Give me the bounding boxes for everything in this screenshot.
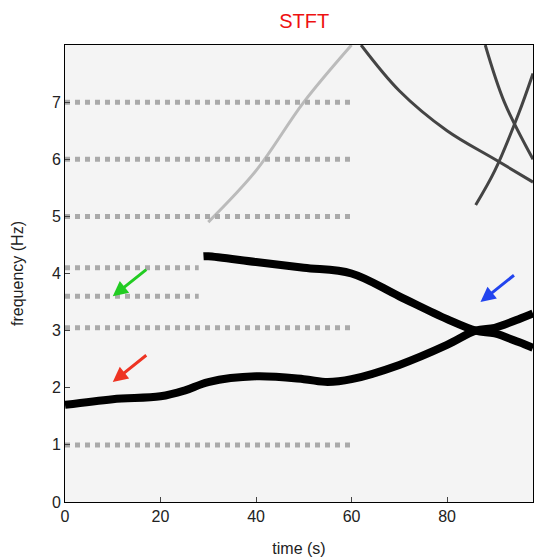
svg-text:7: 7 bbox=[52, 94, 61, 111]
svg-text:40: 40 bbox=[247, 508, 265, 525]
svg-text:1: 1 bbox=[52, 436, 61, 453]
svg-text:STFT: STFT bbox=[279, 10, 329, 32]
svg-text:0: 0 bbox=[52, 494, 61, 511]
svg-text:frequency (Hz): frequency (Hz) bbox=[9, 221, 26, 326]
svg-text:3: 3 bbox=[52, 322, 61, 339]
svg-text:2: 2 bbox=[52, 379, 61, 396]
svg-text:0: 0 bbox=[61, 508, 70, 525]
svg-text:5: 5 bbox=[52, 208, 61, 225]
svg-text:20: 20 bbox=[152, 508, 170, 525]
svg-text:80: 80 bbox=[438, 508, 456, 525]
svg-text:4: 4 bbox=[52, 265, 61, 282]
svg-text:time (s): time (s) bbox=[272, 540, 325, 557]
svg-text:6: 6 bbox=[52, 151, 61, 168]
svg-text:60: 60 bbox=[343, 508, 361, 525]
